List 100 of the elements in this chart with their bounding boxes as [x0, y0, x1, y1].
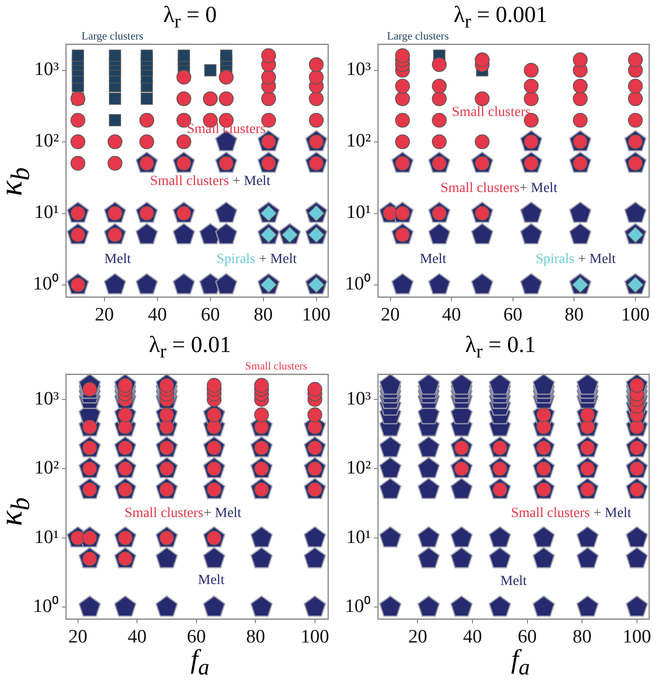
point — [220, 50, 232, 62]
point — [391, 273, 414, 294]
point — [108, 134, 122, 150]
chart-title: λ$_{r}$ = 0.001 — [454, 2, 548, 33]
point — [140, 92, 153, 105]
point — [206, 378, 222, 393]
y-tick-label: 10³ — [346, 388, 372, 410]
point — [524, 78, 539, 94]
x-tick-label: 100 — [300, 626, 330, 648]
text: Large clusters — [386, 30, 449, 42]
point — [70, 112, 86, 128]
point — [629, 420, 644, 434]
point — [261, 48, 276, 64]
point — [250, 526, 273, 548]
annotation: Small clusters+ Melt — [440, 180, 558, 196]
annotation: Spirals + Melt — [536, 252, 616, 268]
point — [536, 420, 552, 434]
point — [307, 382, 322, 397]
y-tick-label: 10³ — [34, 59, 60, 80]
point — [474, 134, 490, 150]
point — [395, 134, 410, 150]
point — [108, 156, 122, 171]
point — [432, 78, 447, 94]
point — [202, 91, 218, 106]
point — [261, 91, 276, 106]
point — [628, 52, 643, 68]
point — [218, 91, 234, 106]
point — [215, 223, 238, 244]
x-tick-label: 20 — [408, 626, 428, 648]
point — [254, 407, 269, 422]
point — [628, 78, 643, 94]
point — [172, 223, 195, 244]
point — [520, 223, 542, 244]
chart-title: λ$_{r}$ = 0.01 — [148, 332, 232, 363]
point — [569, 202, 592, 223]
annotation: Small clusters + Melt — [510, 506, 632, 522]
point — [572, 112, 588, 128]
x-tick-label: 40 — [442, 304, 462, 326]
annotation: Spirals + Melt — [216, 252, 297, 268]
point — [156, 547, 178, 568]
point — [254, 378, 269, 393]
point — [395, 48, 410, 64]
annotation: Melt — [500, 574, 527, 589]
point — [114, 596, 136, 617]
text: Large clusters — [82, 30, 144, 42]
point — [304, 596, 326, 617]
annotation: Melt — [104, 252, 131, 268]
point — [395, 78, 410, 94]
point — [82, 420, 98, 434]
y-tick-label: 10³ — [346, 59, 372, 80]
point — [432, 57, 447, 72]
point — [304, 547, 326, 568]
point — [136, 223, 158, 244]
point — [520, 273, 542, 294]
point — [139, 112, 154, 128]
point — [395, 91, 410, 106]
y-tick-label: 10² — [34, 130, 60, 152]
point — [524, 91, 539, 106]
point — [572, 91, 588, 106]
y-tick-label: 10¹ — [34, 202, 60, 224]
y-tick-label: 10⁰ — [33, 595, 59, 618]
point — [250, 596, 273, 617]
point — [261, 70, 276, 85]
y-tick-label: 10⁰ — [345, 595, 371, 618]
point — [308, 70, 324, 85]
point — [70, 134, 86, 150]
annotation: Small clusters — [452, 105, 531, 120]
annotation: Melt — [420, 252, 446, 268]
point — [72, 50, 84, 62]
text: Small clusters — [245, 360, 308, 373]
point — [215, 202, 238, 223]
point — [118, 420, 133, 434]
point — [70, 156, 86, 171]
annotation: Small clusters+ Melt — [124, 506, 242, 522]
chart-title: λ$_{r}$ = 0.1 — [464, 332, 537, 364]
x-tick-label: 40 — [463, 626, 482, 648]
x-tick-label: 100 — [302, 304, 331, 326]
point — [432, 91, 447, 106]
x-tick-label: 100 — [621, 304, 650, 326]
point — [308, 112, 324, 128]
point — [203, 596, 226, 617]
point — [108, 114, 122, 126]
point — [156, 596, 178, 617]
point — [308, 57, 324, 72]
point — [474, 91, 490, 106]
point — [471, 223, 494, 244]
point — [628, 91, 643, 106]
point — [474, 52, 490, 68]
point — [206, 420, 222, 434]
point — [176, 134, 192, 150]
point — [572, 52, 588, 68]
point — [136, 273, 158, 294]
point — [178, 50, 190, 62]
x-tick-label: 60 — [200, 304, 220, 326]
y-tick-label: 10¹ — [346, 526, 372, 548]
point — [172, 273, 195, 294]
point — [308, 91, 324, 106]
y-tick-label: 10⁰ — [345, 272, 371, 295]
y-tick-label: 10² — [34, 458, 60, 479]
point — [304, 526, 326, 548]
